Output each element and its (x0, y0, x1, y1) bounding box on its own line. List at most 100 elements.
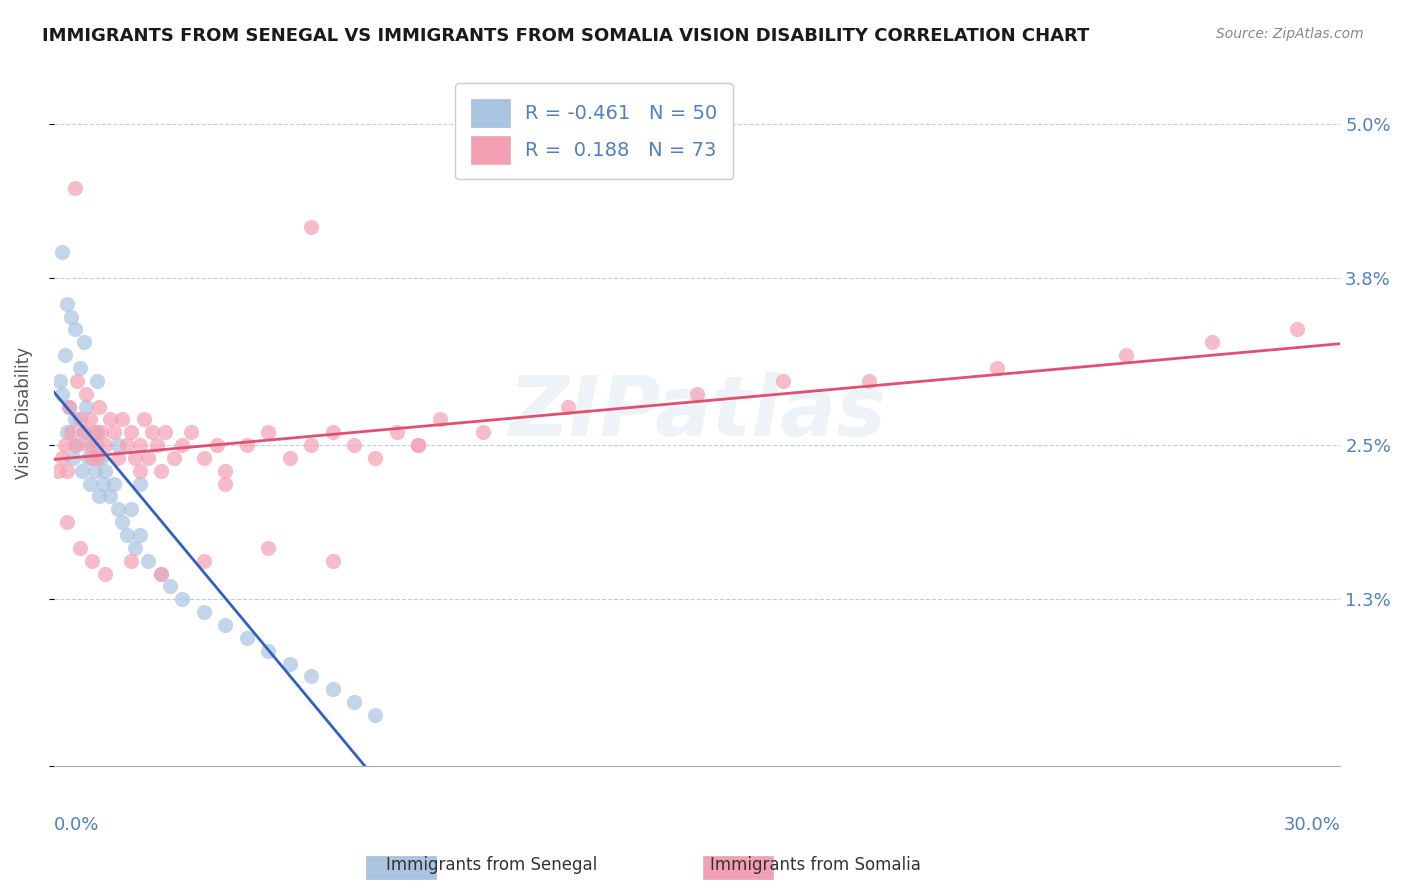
Point (557, 400, 579, 414)
Y-axis label: Vision Disability: Vision Disability (15, 347, 32, 479)
Point (82, 450, 104, 465)
Point (236, 631, 259, 645)
Point (128, 476, 150, 491)
Point (214, 464, 236, 478)
Point (128, 464, 150, 478)
Point (86, 450, 108, 465)
Point (1115, 348, 1137, 362)
Point (471, 425, 494, 440)
Point (94, 464, 117, 478)
Point (107, 438, 129, 452)
Point (193, 554, 215, 568)
Point (46, 464, 69, 478)
Point (214, 476, 236, 491)
Point (53, 348, 76, 362)
Point (55, 297, 77, 311)
Point (772, 374, 794, 388)
Point (858, 374, 880, 388)
Point (155, 425, 177, 440)
Point (132, 412, 155, 426)
Point (686, 386, 709, 401)
Point (145, 438, 167, 452)
Point (86, 438, 108, 452)
Point (107, 450, 129, 465)
Point (58, 400, 80, 414)
Point (70, 464, 93, 478)
Point (172, 438, 194, 452)
Point (1201, 335, 1223, 350)
Point (278, 657, 301, 671)
Point (141, 425, 163, 440)
Point (66, 374, 89, 388)
Point (257, 425, 280, 440)
Point (364, 707, 387, 722)
Point (205, 438, 228, 452)
Point (73, 335, 96, 350)
Point (83, 464, 105, 478)
Point (299, 438, 322, 452)
Point (322, 425, 344, 440)
Point (55, 425, 77, 440)
Legend: R = -0.461   N = 50, R =  0.188   N = 73: R = -0.461 N = 50, R = 0.188 N = 73 (456, 84, 733, 179)
Point (79, 412, 101, 426)
Point (83, 425, 105, 440)
Point (278, 450, 301, 465)
Point (49, 374, 72, 388)
Point (343, 695, 366, 709)
Point (66, 438, 89, 452)
Point (128, 438, 150, 452)
Point (65, 412, 87, 426)
Point (65, 181, 87, 195)
Point (82, 438, 104, 452)
Point (124, 450, 146, 465)
Point (120, 502, 142, 516)
Point (115, 528, 138, 542)
Point (408, 438, 430, 452)
Point (53, 438, 76, 452)
Point (136, 554, 159, 568)
Point (94, 438, 117, 452)
Point (51, 386, 73, 401)
Point (103, 476, 125, 491)
Point (120, 425, 142, 440)
Point (69, 361, 91, 376)
Point (79, 476, 101, 491)
Point (322, 554, 344, 568)
Point (65, 438, 87, 452)
Text: IMMIGRANTS FROM SENEGAL VS IMMIGRANTS FROM SOMALIA VISION DISABILITY CORRELATION: IMMIGRANTS FROM SENEGAL VS IMMIGRANTS FR… (42, 27, 1090, 45)
Point (986, 361, 1008, 376)
Point (429, 412, 451, 426)
Point (136, 450, 159, 465)
Point (77, 450, 100, 465)
Text: Immigrants from Somalia: Immigrants from Somalia (710, 856, 921, 874)
Point (94, 566, 117, 581)
Point (257, 643, 280, 657)
Point (408, 438, 430, 452)
Point (82, 554, 104, 568)
Point (59, 310, 82, 324)
Point (150, 464, 173, 478)
Point (172, 592, 194, 607)
Text: Source: ZipAtlas.com: Source: ZipAtlas.com (1216, 27, 1364, 41)
Point (107, 502, 129, 516)
Point (87, 400, 110, 414)
Point (69, 541, 91, 555)
Point (55, 515, 77, 529)
Point (51, 450, 73, 465)
Text: Immigrants from Senegal: Immigrants from Senegal (387, 856, 598, 874)
Point (322, 682, 344, 697)
Point (150, 566, 173, 581)
Point (73, 425, 96, 440)
Point (55, 464, 77, 478)
Point (115, 438, 138, 452)
Point (77, 438, 100, 452)
Point (299, 669, 322, 683)
Point (385, 425, 408, 440)
Point (124, 541, 146, 555)
Point (159, 579, 181, 593)
Point (75, 386, 97, 401)
Point (120, 554, 142, 568)
Point (128, 528, 150, 542)
Point (91, 476, 114, 491)
Point (86, 374, 108, 388)
